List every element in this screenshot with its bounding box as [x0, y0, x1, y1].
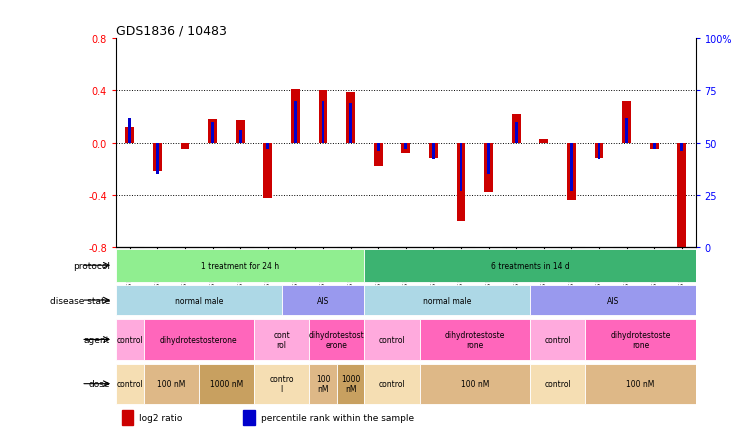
Bar: [349, 104, 352, 143]
Bar: [211, 122, 214, 143]
Bar: [585, 319, 696, 360]
Text: control: control: [378, 335, 405, 344]
Bar: [364, 249, 696, 282]
Bar: [681, 143, 683, 151]
Bar: [116, 249, 364, 282]
Bar: [294, 102, 297, 143]
Text: agent: agent: [84, 335, 110, 344]
Text: dose: dose: [89, 379, 110, 388]
Text: 100 nM: 100 nM: [461, 379, 489, 388]
Text: normal male: normal male: [174, 296, 223, 305]
Bar: [208, 120, 217, 143]
Bar: [432, 143, 435, 160]
Bar: [515, 122, 518, 143]
Bar: [487, 143, 490, 174]
Bar: [653, 143, 655, 150]
Bar: [377, 143, 379, 151]
Bar: [116, 285, 281, 316]
Text: protocol: protocol: [73, 261, 110, 270]
Text: control: control: [117, 335, 143, 344]
Bar: [530, 364, 585, 404]
Bar: [459, 143, 462, 191]
Text: 6 treatments in 14 d: 6 treatments in 14 d: [491, 261, 569, 270]
Text: control: control: [117, 379, 143, 388]
Bar: [156, 143, 159, 174]
Bar: [570, 143, 573, 191]
Bar: [484, 143, 493, 193]
Text: disease state: disease state: [50, 296, 110, 305]
Bar: [405, 143, 407, 150]
Bar: [456, 143, 465, 221]
Bar: [622, 102, 631, 143]
Bar: [678, 143, 686, 250]
Bar: [530, 319, 585, 360]
Bar: [625, 118, 628, 143]
Text: control: control: [378, 379, 405, 388]
Bar: [266, 143, 269, 150]
Bar: [144, 364, 199, 404]
Bar: [420, 364, 530, 404]
Text: percentile rank within the sample: percentile rank within the sample: [261, 413, 414, 422]
Bar: [254, 364, 309, 404]
Bar: [595, 143, 604, 159]
Bar: [281, 285, 364, 316]
Bar: [319, 91, 328, 143]
Bar: [567, 143, 576, 201]
Text: GDS1836 / 10483: GDS1836 / 10483: [116, 25, 227, 38]
Bar: [126, 128, 134, 143]
Bar: [585, 364, 696, 404]
Bar: [420, 319, 530, 360]
Bar: [364, 364, 420, 404]
Bar: [129, 118, 131, 143]
Text: 1000
nM: 1000 nM: [341, 374, 361, 394]
Bar: [539, 139, 548, 143]
Bar: [236, 121, 245, 143]
Text: cont
rol: cont rol: [273, 330, 290, 349]
Text: control: control: [545, 335, 571, 344]
Bar: [180, 143, 189, 150]
Text: 100
nM: 100 nM: [316, 374, 330, 394]
Bar: [364, 285, 530, 316]
Text: dihydrotestoste
rone: dihydrotestoste rone: [444, 330, 505, 349]
Bar: [239, 131, 242, 143]
Text: dihydrotestost
erone: dihydrotestost erone: [309, 330, 365, 349]
Bar: [402, 143, 410, 154]
Bar: [364, 319, 420, 360]
Text: 100 nM: 100 nM: [157, 379, 186, 388]
Bar: [512, 115, 521, 143]
Text: control: control: [545, 379, 571, 388]
Bar: [530, 285, 696, 316]
Bar: [254, 319, 309, 360]
Bar: [309, 319, 364, 360]
Bar: [598, 143, 601, 160]
Bar: [122, 410, 133, 425]
Bar: [322, 102, 325, 143]
Bar: [144, 319, 254, 360]
Bar: [153, 143, 162, 172]
Bar: [263, 143, 272, 198]
Bar: [650, 143, 659, 150]
Text: 1 treatment for 24 h: 1 treatment for 24 h: [201, 261, 279, 270]
Bar: [244, 410, 255, 425]
Text: AIS: AIS: [607, 296, 619, 305]
Text: contro
l: contro l: [269, 374, 294, 394]
Bar: [309, 364, 337, 404]
Bar: [337, 364, 364, 404]
Bar: [199, 364, 254, 404]
Text: dihydrotestoste
rone: dihydrotestoste rone: [610, 330, 671, 349]
Text: AIS: AIS: [317, 296, 329, 305]
Text: 1000 nM: 1000 nM: [209, 379, 243, 388]
Text: 100 nM: 100 nM: [626, 379, 654, 388]
Bar: [291, 90, 300, 143]
Bar: [374, 143, 382, 167]
Bar: [346, 92, 355, 143]
Text: dihydrotestosterone: dihydrotestosterone: [160, 335, 238, 344]
Bar: [429, 143, 438, 159]
Text: log2 ratio: log2 ratio: [139, 413, 183, 422]
Bar: [116, 364, 144, 404]
Text: normal male: normal male: [423, 296, 471, 305]
Bar: [116, 319, 144, 360]
